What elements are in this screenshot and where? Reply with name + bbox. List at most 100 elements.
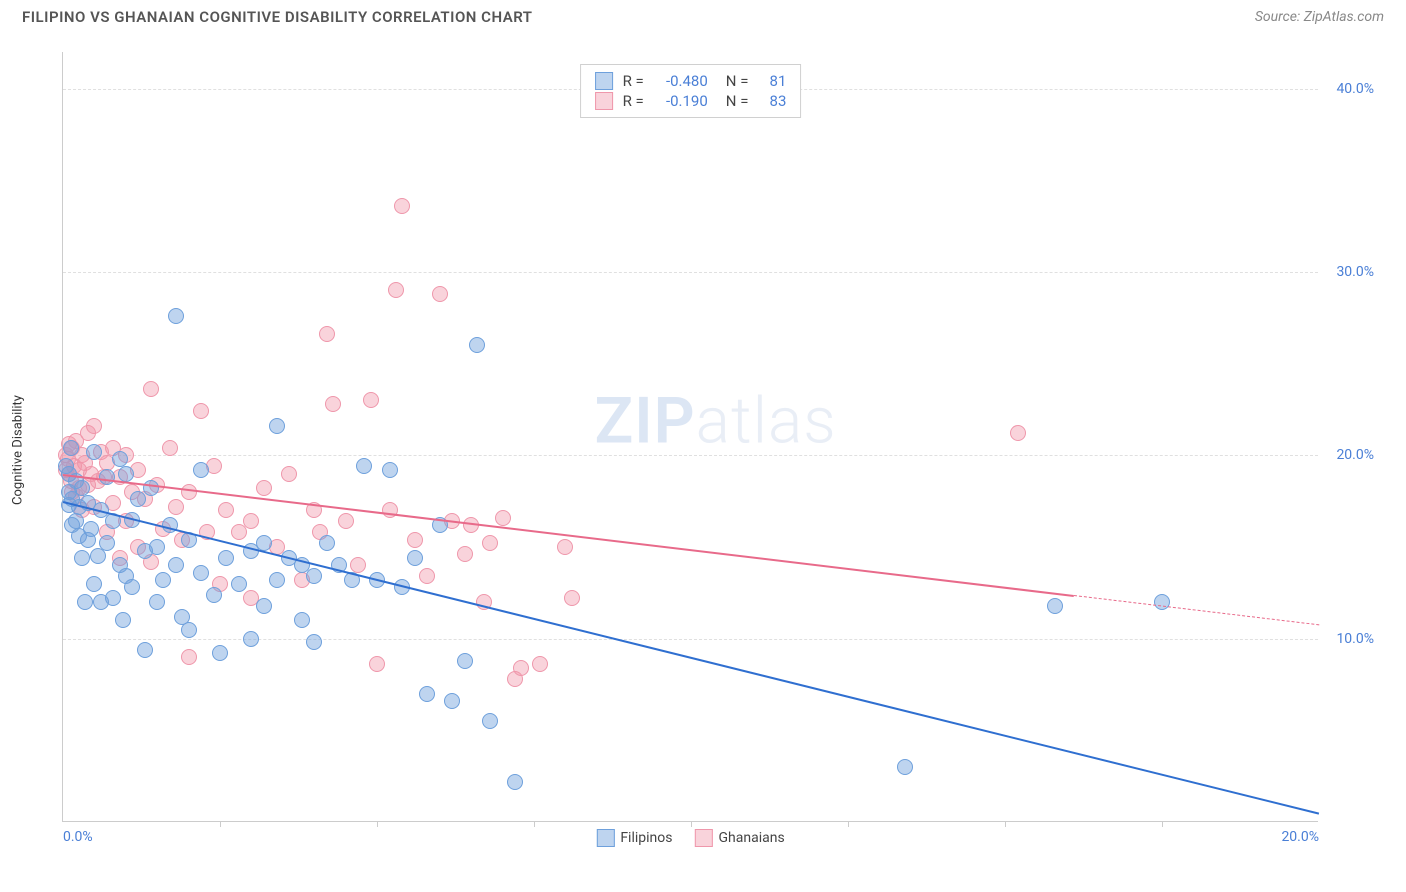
point-ghanaian (162, 440, 178, 456)
point-filipino (99, 535, 115, 551)
point-filipino (143, 480, 159, 496)
x-tick-label: 0.0% (63, 829, 93, 845)
series-legend-label: Ghanaians (718, 830, 784, 846)
point-filipino (306, 634, 322, 650)
legend-row: R = -0.190 N = 83 (595, 91, 787, 111)
point-filipino (507, 774, 523, 790)
point-filipino (457, 653, 473, 669)
point-ghanaian (363, 392, 379, 408)
legend-swatch (694, 829, 712, 847)
source-prefix: Source: (1255, 9, 1304, 25)
point-filipino (86, 444, 102, 460)
point-filipino (118, 466, 134, 482)
point-filipino (168, 557, 184, 573)
point-ghanaian (338, 513, 354, 529)
point-filipino (419, 686, 435, 702)
point-ghanaian (513, 660, 529, 676)
point-filipino (897, 759, 913, 775)
point-filipino (269, 572, 285, 588)
x-tick-mark (220, 821, 221, 827)
point-filipino (294, 612, 310, 628)
source-name: ZipAtlas.com (1304, 9, 1384, 25)
point-ghanaian (350, 557, 366, 573)
point-ghanaian (281, 466, 297, 482)
y-axis-label: Cognitive Disability (11, 395, 26, 505)
point-filipino (74, 480, 90, 496)
point-filipino (149, 594, 165, 610)
x-tick-mark (377, 821, 378, 827)
point-filipino (469, 337, 485, 353)
point-ghanaian (382, 502, 398, 518)
point-filipino (206, 587, 222, 603)
chart-title: FILIPINO VS GHANAIAN COGNITIVE DISABILIT… (22, 8, 533, 26)
point-ghanaian (407, 532, 423, 548)
trendline-ghanaian-dashed (1074, 595, 1319, 625)
point-ghanaian (243, 513, 259, 529)
point-filipino (149, 539, 165, 555)
point-ghanaian (193, 403, 209, 419)
legend-n-label: N = (726, 72, 749, 90)
point-filipino (243, 631, 259, 647)
legend-row: R =-0.480N =81 (595, 71, 787, 91)
x-tick-mark (1162, 821, 1163, 827)
point-filipino (130, 491, 146, 507)
point-filipino (86, 576, 102, 592)
point-ghanaian (532, 656, 548, 672)
point-filipino (193, 462, 209, 478)
point-ghanaian (218, 502, 234, 518)
point-filipino (218, 550, 234, 566)
legend-r-value: -0.190 (654, 92, 708, 110)
point-ghanaian (231, 524, 247, 540)
point-filipino (112, 451, 128, 467)
y-tick-label: 40.0% (1324, 81, 1374, 97)
point-ghanaian (564, 590, 580, 606)
source-text: Source: ZipAtlas.com (1255, 9, 1384, 25)
x-tick-mark (534, 821, 535, 827)
point-ghanaian (557, 539, 573, 555)
point-filipino (1154, 594, 1170, 610)
point-filipino (306, 568, 322, 584)
point-filipino (356, 458, 372, 474)
x-tick-mark (691, 821, 692, 827)
point-filipino (124, 579, 140, 595)
series-legend: Filipinos Ghanaians (596, 829, 784, 847)
legend-swatch (595, 72, 613, 90)
point-filipino (444, 693, 460, 709)
point-filipino (105, 590, 121, 606)
point-ghanaian (86, 418, 102, 434)
point-filipino (382, 462, 398, 478)
point-ghanaian (181, 484, 197, 500)
point-filipino (77, 594, 93, 610)
point-ghanaian (419, 568, 435, 584)
correlation-legend: R =-0.480N =81R =-0.190N =83 (580, 64, 802, 118)
gridline-h (63, 272, 1318, 273)
point-ghanaian (319, 326, 335, 342)
legend-n-label: N = (726, 92, 749, 110)
point-ghanaian (495, 510, 511, 526)
series-legend-item: Ghanaians (694, 829, 784, 847)
y-tick-label: 20.0% (1324, 447, 1374, 463)
point-filipino (181, 622, 197, 638)
chart-container: Cognitive Disability ZIPatlas R =-0.480N… (22, 40, 1384, 860)
point-filipino (63, 440, 79, 456)
point-filipino (256, 598, 272, 614)
point-filipino (269, 418, 285, 434)
point-filipino (1047, 598, 1063, 614)
x-tick-label: 20.0% (1281, 829, 1319, 845)
point-filipino (74, 550, 90, 566)
point-ghanaian (394, 198, 410, 214)
watermark: ZIPatlas (594, 384, 836, 459)
legend-r-label: R = (623, 72, 644, 90)
legend-n-value: 81 (758, 72, 786, 90)
y-tick-label: 10.0% (1324, 631, 1374, 647)
legend-n-value: 83 (758, 92, 786, 110)
point-ghanaian (181, 649, 197, 665)
point-ghanaian (325, 396, 341, 412)
point-ghanaian (388, 282, 404, 298)
x-tick-mark (848, 821, 849, 827)
legend-r-label: R = (623, 92, 644, 110)
point-filipino (68, 513, 84, 529)
x-tick-mark (1005, 821, 1006, 827)
series-legend-label: Filipinos (620, 830, 672, 846)
point-filipino (212, 645, 228, 661)
